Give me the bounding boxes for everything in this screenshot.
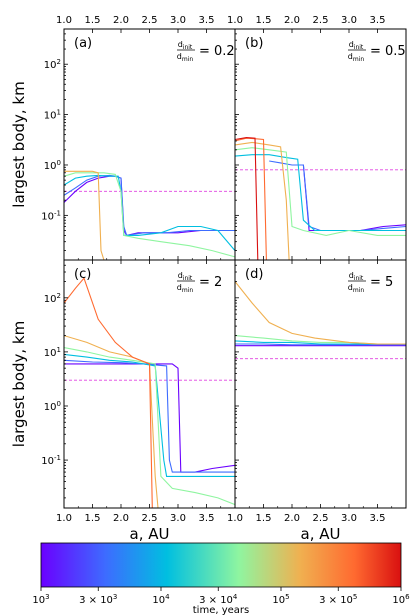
ratio-numerator-c: dinit xyxy=(178,271,193,282)
series-line-a-4 xyxy=(64,170,105,260)
xtick-label-bottom: 2.5 xyxy=(313,513,329,524)
colorbar-tick-label: 103 xyxy=(32,593,49,606)
series-line-b-3 xyxy=(235,147,406,236)
ytick-label-c: 10-1 xyxy=(41,454,61,467)
colorbar-tick-label: 106 xyxy=(392,593,410,606)
xtick-label-bottom: 2.0 xyxy=(284,513,300,524)
ratio-numerator-b: dinit xyxy=(349,40,364,51)
xtick-label-bottom: 3.0 xyxy=(341,513,357,524)
series-line-c-1 xyxy=(64,359,235,473)
ratio-numerator-a: dinit xyxy=(178,40,193,51)
xtick-label-top: 1.0 xyxy=(56,15,72,26)
xtick-label-top: 3.5 xyxy=(370,15,386,26)
ratio-numerator-d: dinit xyxy=(349,271,364,282)
ratio-denominator-c: dmin xyxy=(177,283,194,294)
colorbar-label: time, years xyxy=(193,605,249,615)
xtick-label-bottom: 1.0 xyxy=(227,513,243,524)
series-group-d xyxy=(235,281,406,347)
ratio-value-d: = 5 xyxy=(370,275,393,290)
series-group-b xyxy=(235,137,406,260)
xaxis-label: a, AU xyxy=(301,525,341,543)
panel-letter-a: (a) xyxy=(74,36,92,51)
series-group-a xyxy=(64,170,235,260)
series-line-b-2 xyxy=(235,154,406,232)
yaxis-label: largest body, km xyxy=(10,81,28,207)
xtick-label-bottom: 1.0 xyxy=(56,513,72,524)
ytick-label-c: 100 xyxy=(44,400,61,413)
xtick-label-top: 1.5 xyxy=(85,15,101,26)
xtick-label-bottom: 2.5 xyxy=(142,513,158,524)
xtick-label-bottom: 3.5 xyxy=(370,513,386,524)
colorbar-tick-label: 3 × 103 xyxy=(79,593,117,606)
ratio-value-c: = 2 xyxy=(199,275,222,290)
ytick-label-c: 101 xyxy=(44,346,61,359)
ratio-denominator-b: dmin xyxy=(348,52,365,63)
series-line-b-6 xyxy=(235,137,259,260)
series-line-c-3 xyxy=(64,347,235,506)
series-line-c-2 xyxy=(64,353,235,477)
colorbar-tick-label: 104 xyxy=(152,593,170,606)
series-line-c-5 xyxy=(64,277,153,508)
series-line-d-1 xyxy=(235,343,406,346)
ytick-label-a: 102 xyxy=(44,58,61,71)
xtick-label-top: 2.5 xyxy=(142,15,158,26)
yaxis-label: largest body, km xyxy=(10,321,28,447)
ratio-value-b: = 0.5 xyxy=(370,44,406,59)
xtick-label-top: 3.0 xyxy=(341,15,357,26)
xtick-label-bottom: 3.5 xyxy=(199,513,215,524)
panel-letter-d: (d) xyxy=(245,267,263,282)
colorbar xyxy=(40,542,402,588)
ratio-denominator-a: dmin xyxy=(177,52,194,63)
colorbar-tick-label: 3 × 105 xyxy=(319,593,357,606)
xtick-label-top: 2.5 xyxy=(313,15,329,26)
series-line-b-1 xyxy=(269,160,406,232)
panel-letter-c: (c) xyxy=(74,267,91,282)
ratio-value-a: = 0.2 xyxy=(199,44,235,59)
series-line-a-2 xyxy=(64,174,235,251)
ytick-label-c: 102 xyxy=(44,292,61,305)
ytick-label-a: 100 xyxy=(44,159,61,172)
xaxis-label: a, AU xyxy=(130,525,170,543)
xtick-label-top: 2.0 xyxy=(113,15,129,26)
xtick-label-bottom: 1.5 xyxy=(256,513,272,524)
panel-letter-b: (b) xyxy=(245,36,263,51)
panel-frame-a xyxy=(63,28,236,261)
xtick-label-bottom: 1.5 xyxy=(85,513,101,524)
series-line-b-5 xyxy=(235,137,267,260)
series-line-a-0 xyxy=(64,175,235,237)
colorbar-tick-label: 3 × 104 xyxy=(199,593,238,606)
xtick-label-top: 2.0 xyxy=(284,15,300,26)
panel-frame-d xyxy=(234,259,407,509)
series-line-a-1 xyxy=(64,174,235,237)
xtick-label-top: 1.0 xyxy=(227,15,243,26)
ytick-label-a: 101 xyxy=(44,109,61,122)
series-line-d-4 xyxy=(235,281,406,345)
xtick-label-top: 3.5 xyxy=(199,15,215,26)
xtick-label-bottom: 3.0 xyxy=(170,513,186,524)
ytick-label-a: 10-1 xyxy=(41,209,61,222)
colorbar-tick-label: 105 xyxy=(272,593,289,606)
xtick-label-top: 3.0 xyxy=(170,15,186,26)
ratio-denominator-d: dmin xyxy=(348,283,365,294)
xtick-label-top: 1.5 xyxy=(256,15,272,26)
xtick-label-bottom: 2.0 xyxy=(113,513,129,524)
series-group-c xyxy=(64,277,235,508)
series-line-c-0 xyxy=(64,363,235,473)
series-line-a-3 xyxy=(64,172,235,258)
series-line-b-4 xyxy=(235,141,290,260)
panel-frame-b xyxy=(234,28,407,261)
